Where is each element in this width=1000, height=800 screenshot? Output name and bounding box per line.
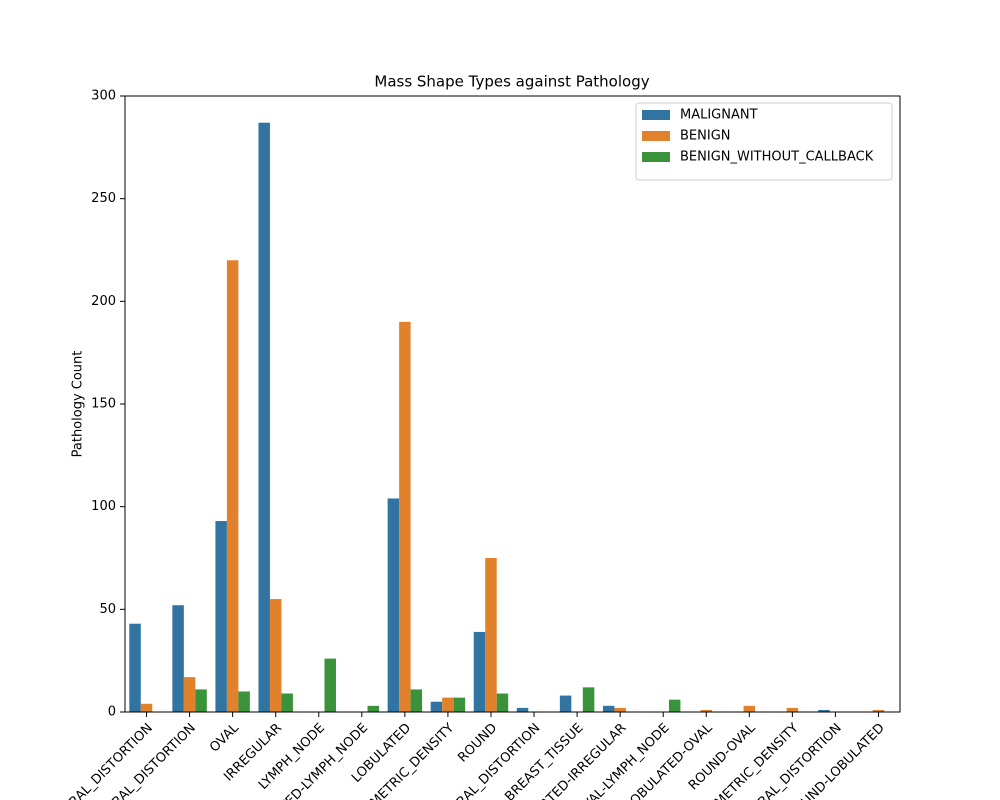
bar bbox=[183, 677, 196, 712]
bar bbox=[786, 707, 799, 712]
legend-label: MALIGNANT bbox=[680, 108, 758, 123]
bar bbox=[258, 122, 270, 712]
y-tick-label: 150 bbox=[91, 397, 116, 412]
bar bbox=[269, 599, 282, 712]
y-tick-label: 250 bbox=[91, 191, 116, 206]
bar bbox=[872, 709, 885, 712]
bar bbox=[238, 691, 250, 712]
y-tick-label: 50 bbox=[99, 602, 116, 617]
y-tick-label: 300 bbox=[91, 89, 116, 104]
legend-label: BENIGN_WITHOUT_CALLBACK bbox=[680, 150, 874, 165]
bar bbox=[172, 605, 184, 712]
bar bbox=[516, 707, 529, 712]
y-tick-label: 100 bbox=[91, 499, 116, 514]
legend-label: BENIGN bbox=[680, 129, 731, 144]
x-tick-label: OVAL bbox=[207, 720, 242, 755]
bar bbox=[496, 693, 509, 712]
legend-box bbox=[635, 102, 893, 181]
bar bbox=[473, 631, 486, 712]
bar bbox=[140, 703, 153, 712]
bar bbox=[559, 695, 572, 712]
bar bbox=[226, 260, 239, 712]
bar bbox=[582, 687, 595, 712]
bar bbox=[129, 623, 141, 712]
bar bbox=[367, 705, 380, 712]
y-tick-label: 0 bbox=[108, 705, 116, 720]
bar bbox=[195, 689, 207, 712]
bar bbox=[410, 689, 423, 712]
bar bbox=[700, 709, 712, 712]
bar bbox=[743, 705, 756, 712]
bar bbox=[614, 707, 626, 712]
bar bbox=[602, 705, 615, 712]
bar bbox=[485, 558, 497, 712]
bar bbox=[442, 697, 454, 712]
bar bbox=[668, 699, 681, 712]
bar bbox=[324, 658, 336, 712]
bar bbox=[281, 693, 293, 712]
legend-swatch bbox=[642, 110, 670, 120]
y-tick-label: 200 bbox=[91, 294, 116, 309]
bar bbox=[818, 709, 830, 712]
bar bbox=[453, 697, 466, 712]
bar bbox=[399, 321, 411, 712]
y-axis-label: Pathology Count bbox=[71, 351, 86, 458]
legend-swatch bbox=[642, 152, 670, 162]
bar bbox=[430, 701, 443, 712]
legend-swatch bbox=[642, 131, 670, 141]
bar bbox=[387, 498, 400, 712]
plot-frame bbox=[124, 95, 901, 713]
bar bbox=[215, 521, 227, 712]
chart-title: Mass Shape Types against Pathology bbox=[374, 73, 649, 91]
